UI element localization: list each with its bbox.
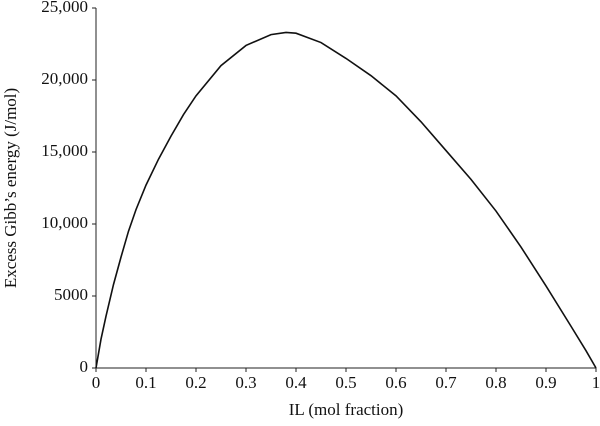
y-axis-label: Excess Gibb’s energy (J/mol)	[1, 88, 20, 288]
x-tick-label: 0.9	[535, 373, 556, 392]
x-tick-label: 0.5	[335, 373, 356, 392]
x-tick-label: 0.1	[135, 373, 156, 392]
y-tick-label: 10,000	[41, 213, 88, 232]
x-tick-label: 0.6	[385, 373, 406, 392]
y-tick-label: 25,000	[41, 0, 88, 16]
x-tick-label: 0.8	[485, 373, 506, 392]
line-series	[95, 31, 597, 369]
x-tick-label: 0.3	[235, 373, 256, 392]
y-tick-label: 15,000	[41, 141, 88, 160]
x-tick-label: 0	[92, 373, 101, 392]
y-tick-label: 20,000	[41, 69, 88, 88]
y-tick-label: 5000	[54, 285, 88, 304]
x-axis-label: IL (mol fraction)	[289, 400, 404, 419]
x-tick-label: 0.2	[185, 373, 206, 392]
x-tick-label: 1	[592, 373, 600, 392]
x-tick-label: 0.4	[285, 373, 307, 392]
y-tick-label: 0	[80, 357, 89, 376]
x-tick-label: 0.7	[435, 373, 457, 392]
